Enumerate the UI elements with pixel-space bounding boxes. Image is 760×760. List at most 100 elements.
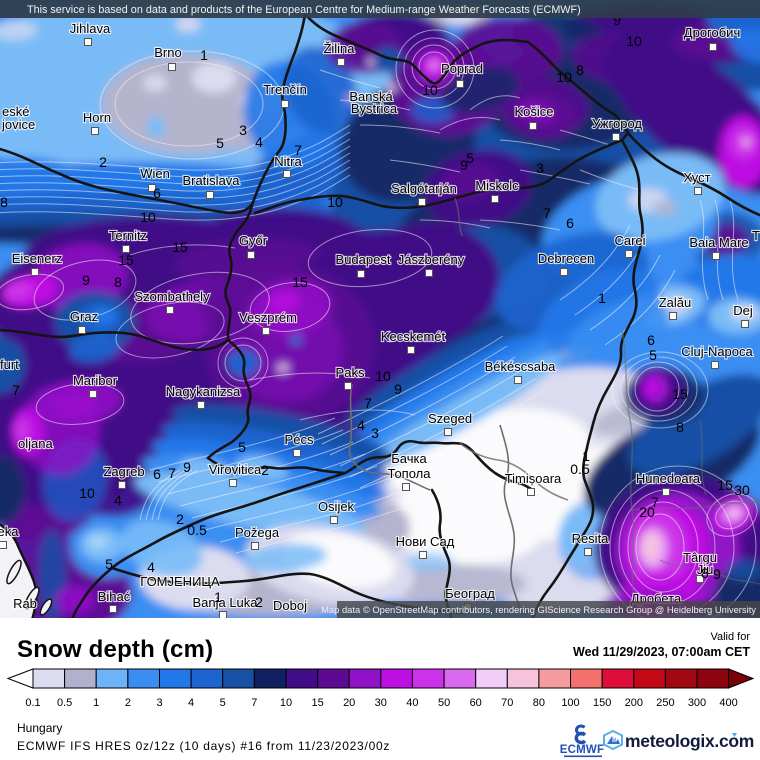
svg-text:Szeged: Szeged [428,411,472,426]
svg-text:Brno: Brno [154,45,181,60]
svg-text:5: 5 [238,439,246,455]
svg-text:Timișoara: Timișoara [505,471,562,486]
svg-text:8: 8 [576,62,584,78]
svg-text:Jihlava: Jihlava [70,21,111,36]
svg-text:Carei: Carei [614,233,645,248]
svg-text:1: 1 [93,697,99,709]
svg-text:1: 1 [582,448,590,464]
svg-text:Banská: Banská [349,89,393,104]
svg-text:eské: eské [2,104,29,119]
svg-text:Хуст: Хуст [683,170,710,185]
svg-text:Banja Luka: Banja Luka [192,595,258,610]
svg-text:9: 9 [183,459,191,475]
svg-text:Maribor: Maribor [73,373,118,388]
svg-text:4: 4 [255,134,263,150]
svg-text:3: 3 [536,160,544,176]
svg-text:10: 10 [79,485,95,501]
svg-text:10: 10 [556,69,572,85]
svg-text:5: 5 [649,347,657,363]
svg-text:Osijek: Osijek [318,499,355,514]
svg-text:200: 200 [625,697,643,709]
svg-text:2: 2 [261,462,269,478]
svg-text:Trenčín: Trenčín [263,82,307,97]
svg-text:Târgu: Târgu [683,550,717,565]
svg-text:3: 3 [239,122,247,138]
svg-text:Београд: Београд [445,586,495,601]
svg-text:Нови Сад: Нови Сад [396,534,455,549]
svg-text:8: 8 [701,565,709,581]
svg-text:Budapest: Budapest [336,252,391,267]
svg-text:ECMWF: ECMWF [560,744,604,756]
svg-text:0.5: 0.5 [570,461,590,477]
svg-text:Hunedoara: Hunedoara [636,471,701,486]
svg-text:oljana: oljana [18,436,53,451]
svg-text:30: 30 [375,697,387,709]
svg-text:4: 4 [357,417,365,433]
svg-text:8: 8 [676,419,684,435]
svg-text:eka: eka [0,524,19,539]
svg-text:Бачка: Бачка [391,451,427,466]
svg-text:10: 10 [375,368,391,384]
svg-text:Eisenerz: Eisenerz [12,251,63,266]
svg-text:jovice: jovice [1,117,35,132]
svg-text:Salgótarján: Salgótarján [391,181,457,196]
svg-text:meteologix.com: meteologix.com [625,731,754,751]
svg-text:Graz: Graz [70,309,98,324]
svg-text:9: 9 [613,12,621,28]
svg-text:15: 15 [672,386,688,402]
svg-text:9: 9 [394,381,402,397]
svg-text:Jászberény: Jászberény [398,252,465,267]
svg-text:Map data © OpenStreetMap contr: Map data © OpenStreetMap contributors, r… [321,604,756,615]
svg-text:4: 4 [114,492,122,508]
svg-text:1: 1 [214,589,222,605]
svg-text:15: 15 [292,274,308,290]
svg-text:6: 6 [153,185,161,201]
svg-text:10: 10 [280,697,292,709]
svg-text:T: T [752,228,760,243]
svg-text:2: 2 [99,154,107,170]
svg-text:3: 3 [371,425,379,441]
svg-text:7: 7 [12,382,20,398]
svg-text:Doboj: Doboj [273,598,307,613]
svg-text:5: 5 [466,150,474,166]
svg-text:5: 5 [216,135,224,151]
svg-text:8: 8 [114,274,122,290]
svg-text:Poprad: Poprad [441,61,483,76]
svg-text:Jiu: Jiu [697,562,714,577]
svg-text:15: 15 [172,239,188,255]
svg-text:Nagykanizsa: Nagykanizsa [166,384,241,399]
svg-text:300: 300 [688,697,706,709]
svg-text:Zagreb: Zagreb [103,464,144,479]
svg-text:5: 5 [105,556,113,572]
svg-text:15: 15 [118,252,134,268]
svg-text:Nitra: Nitra [274,154,302,169]
svg-text:Kecskemét: Kecskemét [381,329,446,344]
svg-text:ГОМЈЕНИЦА: ГОМЈЕНИЦА [140,574,220,589]
svg-text:7: 7 [168,465,176,481]
svg-text:Bystrica: Bystrica [351,101,398,116]
svg-text:Žilina: Žilina [323,41,355,56]
svg-text:150: 150 [593,697,611,709]
svg-text:7: 7 [251,697,257,709]
svg-text:4: 4 [188,697,194,709]
svg-text:9: 9 [82,272,90,288]
svg-text:Cluj-Napoca: Cluj-Napoca [681,344,753,359]
svg-text:Győr: Győr [239,233,268,248]
svg-text:6: 6 [647,332,655,348]
svg-text:Дрогобич: Дрогобич [684,25,740,40]
svg-text:2: 2 [176,511,184,527]
svg-text:20: 20 [639,504,655,520]
svg-text:7: 7 [364,395,372,411]
svg-text:Ужгород: Ужгород [592,116,642,131]
svg-text:30: 30 [734,482,750,498]
svg-text:3: 3 [156,697,162,709]
svg-text:Miskolc: Miskolc [475,178,519,193]
svg-text:1: 1 [598,290,606,306]
svg-text:80: 80 [533,697,545,709]
svg-text:Ternitz: Ternitz [109,228,147,243]
svg-text:9: 9 [460,157,468,173]
svg-text:Paks: Paks [336,365,365,380]
svg-text:Bratislava: Bratislava [182,173,240,188]
svg-text:10: 10 [327,194,343,210]
svg-text:Békéscsaba: Békéscsaba [485,359,557,374]
